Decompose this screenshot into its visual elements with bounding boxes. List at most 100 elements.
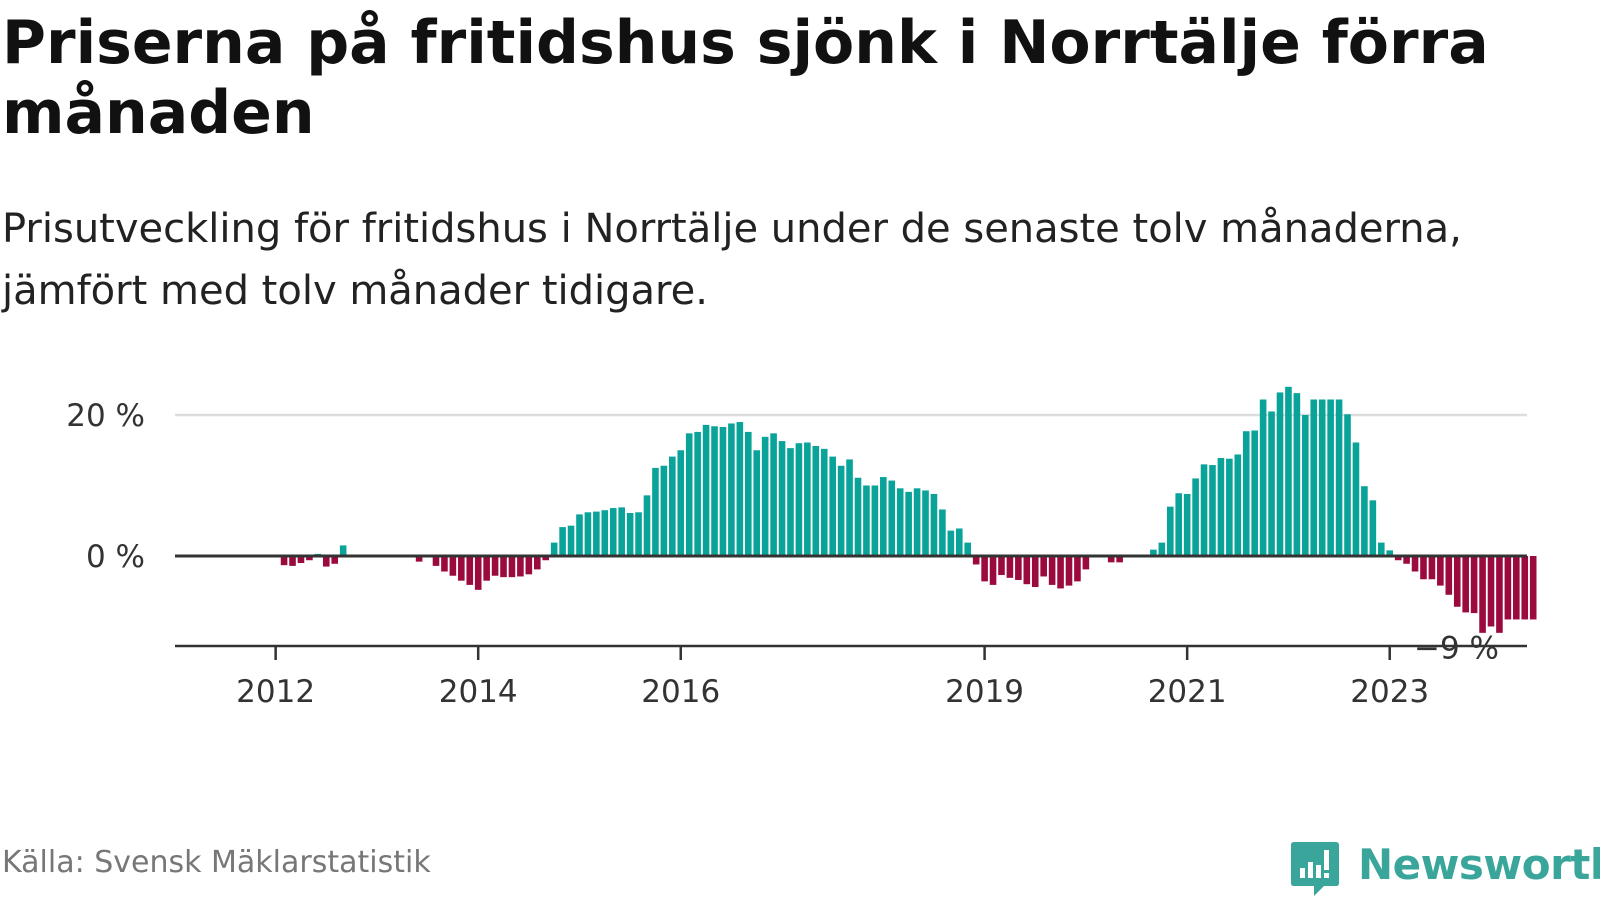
data-bar	[896, 488, 904, 556]
data-bar	[1276, 392, 1284, 556]
data-bar	[1242, 431, 1250, 556]
data-bar	[1285, 386, 1292, 556]
data-bar	[736, 422, 744, 556]
y-tick-label: 20 %	[66, 398, 145, 434]
data-bar	[880, 477, 887, 556]
data-bar	[972, 556, 980, 565]
data-bar	[795, 443, 803, 556]
data-bar	[306, 556, 313, 561]
data-bar	[1403, 556, 1410, 564]
data-bar	[787, 448, 794, 556]
data-bar	[559, 527, 566, 556]
data-bar	[1513, 556, 1520, 620]
data-bar	[1386, 550, 1394, 556]
data-bar	[981, 556, 988, 582]
data-bar	[1082, 556, 1090, 570]
data-bar	[837, 465, 845, 556]
data-bar	[601, 510, 609, 556]
data-bar	[846, 459, 853, 556]
data-bar	[1420, 556, 1427, 580]
data-bar	[998, 556, 1005, 576]
x-tick-label: 2019	[945, 674, 1024, 710]
data-bar	[331, 556, 339, 564]
last-value-label: −9 %	[1414, 630, 1499, 666]
data-bar	[685, 433, 693, 556]
data-bar	[1031, 556, 1039, 588]
data-bar	[1369, 500, 1377, 557]
data-bar	[289, 556, 296, 566]
data-bar	[567, 525, 575, 556]
data-bar	[1445, 556, 1453, 595]
data-bar	[626, 513, 634, 556]
data-bar	[525, 556, 533, 575]
data-bar	[905, 491, 912, 557]
y-tick-label: 0 %	[86, 539, 145, 575]
data-bar	[474, 556, 482, 590]
data-bar	[1116, 556, 1123, 563]
data-bar	[584, 512, 592, 556]
data-bar	[491, 556, 499, 576]
data-bar	[719, 426, 727, 557]
data-bar	[1192, 478, 1199, 556]
newsworthy-logo-icon	[1291, 842, 1339, 896]
data-bar	[1411, 556, 1419, 572]
data-bar	[930, 493, 938, 556]
data-bar	[652, 467, 659, 557]
chart-subtitle: Prisutveckling för fritidshus i Norrtälj…	[2, 206, 1462, 314]
data-bar	[1394, 556, 1402, 561]
newsworthy-logo[interactable]: Newsworthy	[1290, 840, 1600, 900]
data-bar	[669, 456, 676, 557]
x-tick-label: 2014	[439, 674, 518, 710]
data-bar	[1352, 442, 1360, 557]
data-bar	[1259, 399, 1267, 556]
data-bar	[297, 556, 305, 564]
data-bar	[618, 507, 625, 557]
data-bar	[778, 441, 786, 556]
data-bar	[753, 450, 761, 556]
data-bar	[500, 556, 507, 578]
x-tick-label: 2023	[1350, 674, 1429, 710]
data-bar	[728, 423, 735, 556]
bar-chart: 0 % 20 % 2012 2014 2016 2019 2021 2023 −9 %	[66, 386, 1537, 710]
data-bar	[922, 490, 929, 556]
data-bar	[702, 424, 710, 556]
data-bar	[1048, 556, 1056, 585]
data-bar	[508, 556, 516, 578]
data-bar	[1107, 556, 1115, 563]
data-bar	[1040, 556, 1047, 577]
data-bar	[913, 488, 921, 556]
bars-group	[280, 386, 1537, 633]
data-bar	[1479, 556, 1486, 633]
data-bar	[449, 556, 457, 576]
data-bar	[339, 545, 347, 556]
data-bar	[1462, 556, 1469, 613]
data-bar	[947, 530, 955, 556]
data-bar	[939, 509, 946, 556]
data-bar	[1023, 556, 1031, 585]
data-bar	[1428, 556, 1436, 580]
data-bar	[576, 514, 583, 556]
data-bar	[1183, 493, 1191, 556]
data-bar	[854, 477, 862, 556]
data-bar	[761, 436, 769, 556]
data-bar	[1158, 542, 1166, 556]
data-bar	[804, 442, 811, 557]
data-bar	[1166, 506, 1174, 556]
data-bar	[955, 528, 963, 556]
x-tick-label: 2012	[236, 674, 315, 710]
data-bar	[1453, 556, 1461, 607]
source-note: Källa: Svensk Mäklarstatistik	[2, 845, 431, 880]
data-bar	[441, 556, 448, 572]
data-bar	[812, 446, 820, 556]
data-bar	[1015, 556, 1022, 580]
data-bar	[1496, 556, 1503, 633]
data-bar	[1470, 556, 1478, 614]
data-bar	[517, 556, 524, 577]
axes	[175, 554, 1527, 660]
data-bar	[744, 431, 752, 556]
data-bar	[871, 485, 879, 556]
data-bar	[863, 485, 870, 556]
data-bar	[466, 556, 474, 585]
data-bar	[483, 556, 490, 581]
data-bar	[711, 426, 718, 556]
